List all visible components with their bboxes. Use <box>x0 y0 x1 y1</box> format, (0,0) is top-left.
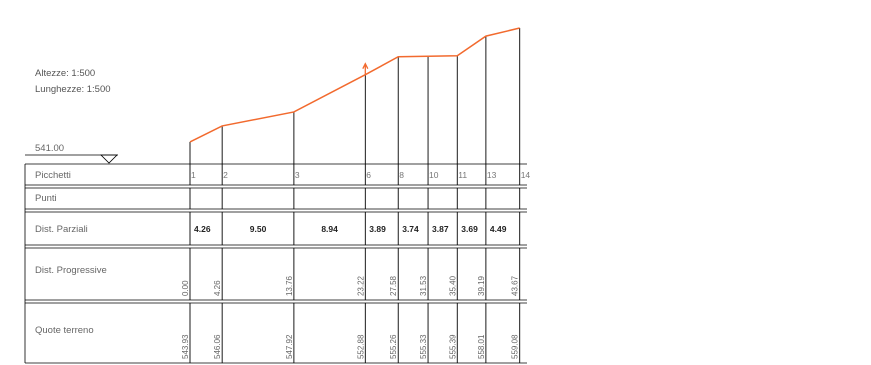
ground-elevation-label: 552.88 <box>356 334 365 359</box>
partial-distance-label: 3.87 <box>432 224 449 234</box>
ground-elevation-label: 546.06 <box>213 334 222 359</box>
progressive-distance-label: 31.53 <box>419 275 428 296</box>
station-label: 6 <box>366 170 371 180</box>
progressive-distance-label: 0.00 <box>181 280 190 296</box>
station-label: 10 <box>429 170 439 180</box>
profile-table <box>24 163 527 364</box>
ground-elevation-label: 555.26 <box>389 334 398 359</box>
station-label: 11 <box>458 170 467 180</box>
station-label: 2 <box>223 170 228 180</box>
row-label-partial-distances: Dist. Parziali <box>35 224 88 235</box>
ground-elevation-label: 547.92 <box>285 334 294 359</box>
partial-distance-labels: 4.26 9.50 8.94 3.89 3.74 3.87 3.69 4.49 <box>194 224 507 234</box>
ground-elevation-label: 555.39 <box>448 334 457 359</box>
progressive-distance-label: 43.67 <box>511 275 520 296</box>
partial-distance-label: 3.74 <box>402 224 419 234</box>
station-label: 13 <box>487 170 497 180</box>
station-label: 3 <box>295 170 300 180</box>
datum-triangle-icon <box>100 154 118 164</box>
partial-distance-label: 4.26 <box>194 224 211 234</box>
station-label: 8 <box>399 170 404 180</box>
height-scale-label: Altezze: 1:500 <box>35 68 95 79</box>
partial-distance-label: 3.89 <box>369 224 386 234</box>
progressive-distance-label: 23.22 <box>356 275 365 296</box>
ground-elevation-label: 558.01 <box>477 334 486 359</box>
row-label-points: Punti <box>35 193 57 204</box>
station-number-labels: 1 2 3 6 8 10 11 13 14 <box>191 170 530 180</box>
station-marker-icon <box>362 62 369 75</box>
progressive-distance-label: 39.19 <box>477 275 486 296</box>
row-label-progressive-distances: Dist. Progressive <box>35 265 107 276</box>
ground-elevation-labels: 543.93 546.06 547.92 552.88 555.26 555.33 555.… <box>181 334 520 359</box>
partial-distance-label: 8.94 <box>321 224 338 234</box>
partial-distance-label: 3.69 <box>461 224 478 234</box>
progressive-distance-labels: 0.00 4.26 13.76 23.22 27.58 31.53 35.40 39.19 43… <box>181 275 520 296</box>
length-scale-label: Lunghezze: 1:500 <box>35 84 111 95</box>
station-label: 1 <box>191 170 196 180</box>
station-verticals <box>189 28 521 363</box>
row-label-stations: Picchetti <box>35 170 71 181</box>
ground-elevation-label: 559.08 <box>511 334 520 359</box>
progressive-distance-label: 13.76 <box>285 275 294 296</box>
ground-elevation-label: 555.33 <box>419 334 428 359</box>
ground-elevation-label: 543.93 <box>181 334 190 359</box>
reference-elevation-label: 541.00 <box>35 143 64 154</box>
progressive-distance-label: 27.58 <box>389 275 398 296</box>
row-label-ground-elevations: Quote terreno <box>35 325 94 336</box>
progressive-distance-label: 35.40 <box>448 275 457 296</box>
partial-distance-label: 4.49 <box>490 224 507 234</box>
partial-distance-label: 9.50 <box>250 224 267 234</box>
station-label: 14 <box>521 170 531 180</box>
ground-profile-line <box>189 27 520 143</box>
progressive-distance-label: 4.26 <box>213 280 222 296</box>
